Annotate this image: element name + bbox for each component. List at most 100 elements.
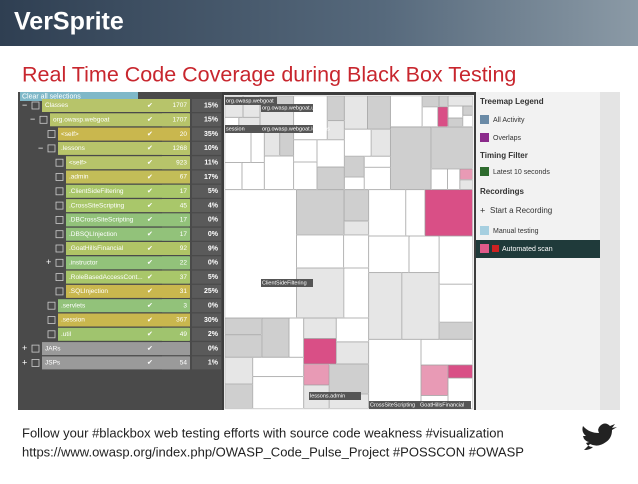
treemap-cell [421,339,473,365]
row-name: .RoleBasedAccessCont... [69,274,143,281]
checkbox[interactable] [47,130,56,139]
row-name: .admin [69,174,89,181]
start-recording[interactable]: Start a Recording [490,206,552,215]
check: ✔ [147,202,153,209]
treemap-cell [264,156,294,190]
swatch [480,167,489,176]
row-bar [66,170,189,184]
checkbox[interactable] [55,244,64,253]
check: ✔ [147,131,153,138]
treemap-label-bg [261,104,313,112]
percent-cell [192,327,221,341]
percent-cell [192,299,221,313]
row-count: 92 [180,245,188,252]
check: ✔ [147,260,153,267]
clear-button[interactable] [20,92,138,101]
treemap-cell [261,318,289,358]
checkbox[interactable] [55,287,64,296]
row-name: <self> [61,131,79,138]
twitter-bird [582,423,617,450]
checkbox[interactable] [55,201,64,210]
check: ✔ [147,331,153,338]
treemap-cell [224,384,253,409]
treemap-cell [371,129,391,157]
row-name: <self> [69,159,87,166]
selected-recording[interactable] [476,240,600,258]
row-count: 67 [180,174,188,181]
treemap-cell [296,268,344,318]
toggle[interactable]: − [38,143,43,153]
row-percent: 0% [208,345,219,352]
row-bar [66,213,189,227]
treemap-cell [252,376,304,409]
treemap-cell [224,357,253,385]
treemap-cell [390,126,432,190]
treemap-cell [409,236,440,273]
checkbox[interactable] [47,330,56,339]
row-name: .lessons [61,145,86,152]
treemap-cell [422,106,438,127]
row-bar [66,156,189,170]
row-percent: 5% [208,188,219,195]
check: ✔ [147,174,153,181]
checkbox[interactable] [47,301,56,310]
checkbox[interactable] [55,187,64,196]
checkbox[interactable] [31,358,40,367]
count-cell [162,342,190,356]
row-percent: 15% [204,117,219,124]
treemap-cell [368,272,402,340]
treemap-cell [448,365,473,378]
percent-cell [192,313,221,327]
checkbox[interactable] [55,273,64,282]
checkbox[interactable] [31,101,40,110]
toggle[interactable]: + [46,257,51,267]
treemap-cell [224,318,262,335]
toggle[interactable]: − [30,114,35,124]
check: ✔ [147,231,153,238]
treemap-cell [344,189,369,221]
checkbox[interactable] [55,258,64,267]
treemap-cell [368,189,406,236]
row-bar [66,184,189,198]
treemap-cell [344,95,368,130]
treemap-cell [344,129,372,157]
row-count: 31 [180,288,188,295]
treemap-label-bg [309,392,361,400]
count-cell [162,113,190,127]
checkbox[interactable] [39,115,48,124]
count-cell [162,242,190,255]
row-percent: 11% [204,160,218,167]
swatch [480,115,489,124]
treemap-cell [448,95,473,106]
footer-line: https://www.owasp.org/index.php/OWASP_Co… [22,444,524,459]
toggle[interactable]: + [22,343,27,353]
treemap-cell [431,168,448,190]
recording: Automated scan [502,246,553,253]
treemap-cell [224,162,242,190]
legend-item[interactable]: Latest 10 seconds [493,169,550,176]
row-count: 49 [180,331,188,338]
row-name: .util [61,331,72,338]
checkbox[interactable] [55,173,64,181]
percent-cell [192,127,221,141]
treemap-cell [329,364,369,394]
legend-scroll [600,92,620,410]
count-cell [162,327,190,341]
treemap-label: org.owasp.webgoat.util [262,105,318,111]
treemap-cell [431,126,473,169]
row-bar [66,256,189,270]
checkbox[interactable] [47,144,56,153]
checkbox[interactable] [55,158,64,167]
checkbox[interactable] [31,344,40,353]
checkbox[interactable] [55,230,64,239]
count-cell [162,156,190,170]
treemap-cell [224,189,297,318]
recording[interactable]: Manual testing [493,228,539,235]
treemap-label: org.owasp.webgoat [226,98,274,104]
checkbox[interactable] [47,316,56,324]
plus-icon: + [480,205,485,215]
treemap-cell [317,167,345,190]
toggle[interactable]: − [22,100,27,110]
checkbox[interactable] [55,215,64,224]
toggle[interactable]: + [22,357,27,367]
